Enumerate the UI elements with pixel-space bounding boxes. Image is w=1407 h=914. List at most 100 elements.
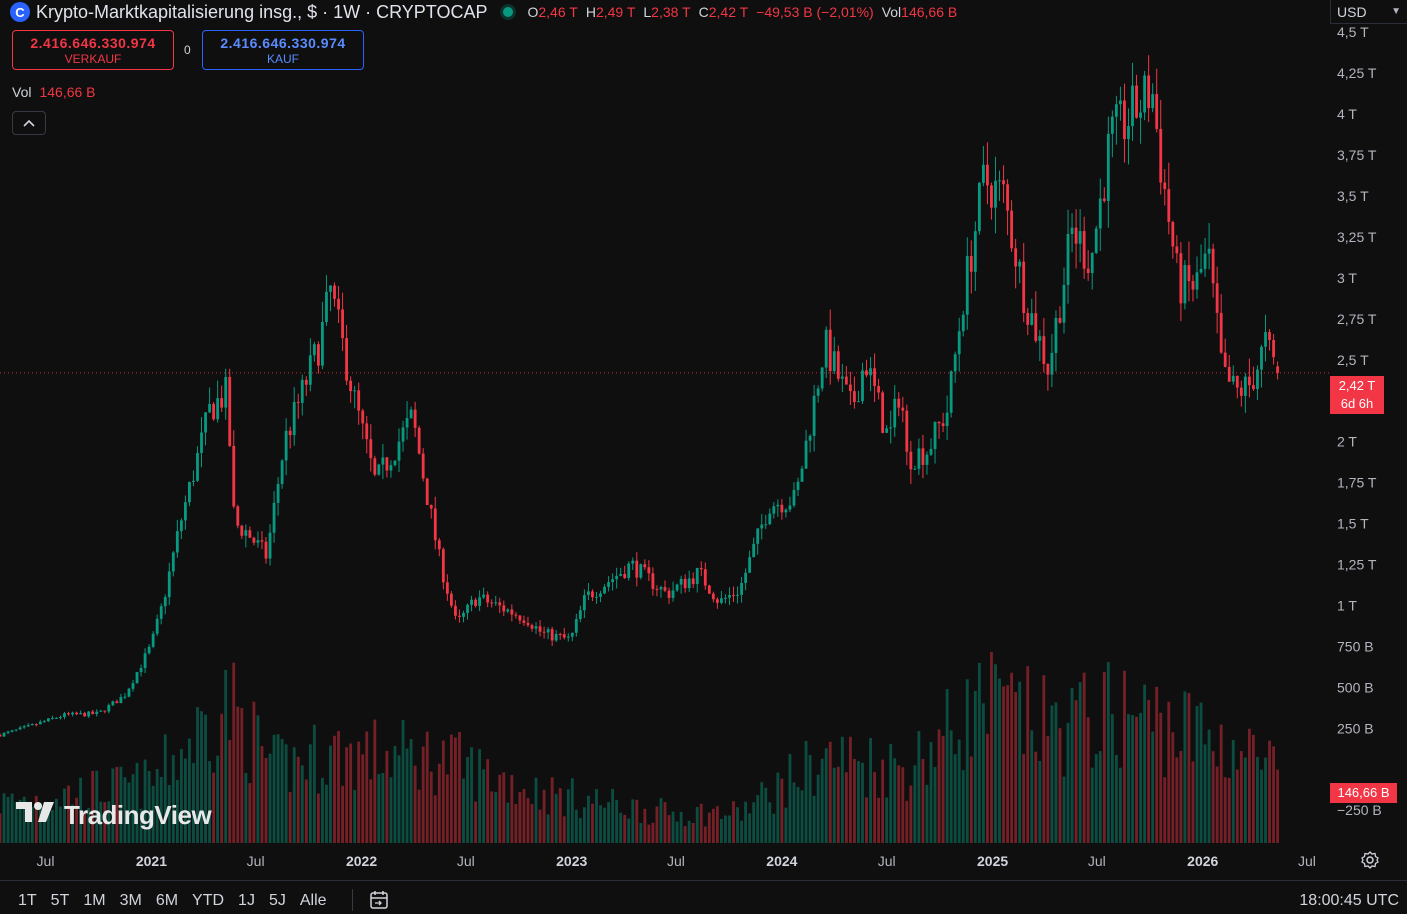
range-button-ytd[interactable]: YTD [192,892,225,909]
candle-body [832,351,836,372]
volume-bar [490,791,494,843]
candle-body [909,451,913,470]
volume-bar [828,741,832,843]
candle-body [881,392,885,433]
candle-body [425,478,429,506]
volume-bar [675,821,679,843]
candle-body [1163,182,1167,190]
candle-body [1114,104,1118,117]
price-tick-label: 3,25 T [1337,229,1377,245]
candle-body [300,379,304,403]
candle-body [401,427,405,442]
volume-bar [397,755,401,843]
range-button-1j[interactable]: 1J [238,892,255,909]
candle-body [1070,227,1074,235]
range-button-5t[interactable]: 5T [50,892,70,909]
candle-body [917,448,921,469]
range-button-5j[interactable]: 5J [268,892,286,909]
candle-body [494,602,498,604]
range-button-3m[interactable]: 3M [119,892,142,909]
candle-body [478,597,482,606]
time-tick-label: Jul [878,853,896,869]
range-button-1t[interactable]: 1T [18,892,37,909]
volume-bar [389,777,393,843]
volume-bar [1002,686,1005,843]
candle-body [562,634,566,638]
volume-bar [840,736,844,843]
volume-bar [147,770,151,843]
candle-body [728,595,731,598]
range-button-6m[interactable]: 6M [155,892,179,909]
volume-bar [824,748,828,843]
volume-bar [155,769,159,843]
price-tick-label: 2,75 T [1337,311,1377,327]
candle-body [776,504,780,507]
volume-legend[interactable]: Vol 146,66 B [12,84,96,100]
candle-body [788,505,792,510]
volume-bar [1155,686,1159,843]
utc-clock[interactable]: 18:00:45 UTC [1299,892,1399,909]
volume-bar [506,802,510,843]
candle-body [1110,116,1114,134]
volume-bar [510,775,514,843]
ohlc-volume: Vol146,66 B [881,4,958,20]
candle-body [687,578,691,589]
candle-body [949,371,953,413]
volume-bar [639,823,643,843]
range-button-1m[interactable]: 1M [83,892,106,909]
candle-body [316,344,320,366]
candle-body [1243,376,1247,396]
calendar-range-icon[interactable] [368,889,390,911]
candle-body [248,530,252,538]
collapse-legend-button[interactable] [12,111,46,135]
volume-bar [1058,728,1062,843]
volume-bar [333,735,336,843]
sell-price: 2.416.646.330.974 [30,35,156,51]
time-tick-label: 2023 [556,853,587,869]
sell-button[interactable]: 2.416.646.330.974 VERKAUF [12,30,174,70]
candle-body [941,423,945,427]
candle-body [691,578,695,585]
candle-body [490,602,494,604]
candle-body [147,646,151,654]
candle-body [103,710,107,712]
volume-bar [732,801,735,843]
symbol-title[interactable]: Krypto-Marktkapitalisierung insg., $ · 1… [36,1,488,22]
candle-body [1272,339,1275,358]
volume-bar [462,778,465,843]
settings-gear-icon[interactable] [1360,850,1380,870]
volume-bar [329,745,332,843]
candle-body [1058,317,1062,323]
candle-body [792,489,796,506]
candle-body [50,718,54,720]
volume-bar [103,802,107,843]
candle-body [14,729,18,731]
currency-selector[interactable]: USD ▼ [1330,0,1407,24]
candle-body [736,594,739,596]
volume-bar [635,799,639,843]
candle-body [1127,126,1130,140]
candle-body [405,417,409,428]
price-axis[interactable]: 4,5 T 4,25 T 4 T 3,75 T 3,5 T 3,25 T 3 T 2,75 T… [1337,24,1382,818]
price-tick-label: −250 B [1337,802,1382,818]
candle-body [1207,248,1211,254]
candle-body [131,683,135,689]
candle-body [449,593,453,606]
volume-bar [188,738,191,843]
volume-bar [135,762,139,843]
tradingview-watermark[interactable]: TradingView [16,800,212,831]
candle-body [111,701,115,706]
volume-bar [844,772,848,843]
candle-body [780,504,784,513]
candle-body [220,398,224,408]
volume-bar [192,763,195,843]
volume-bar [792,782,796,843]
time-axis[interactable]: Jul 2021 Jul 2022 Jul 2023 Jul 2024 Jul 2025 Jul 20… [37,853,1316,869]
candle-body [679,578,683,585]
range-button-alle[interactable]: Alle [299,892,327,909]
volume-bar [248,783,252,843]
volume-bar [300,765,304,843]
candle-body [534,626,538,629]
buy-button[interactable]: 2.416.646.330.974 KAUF [202,30,364,70]
